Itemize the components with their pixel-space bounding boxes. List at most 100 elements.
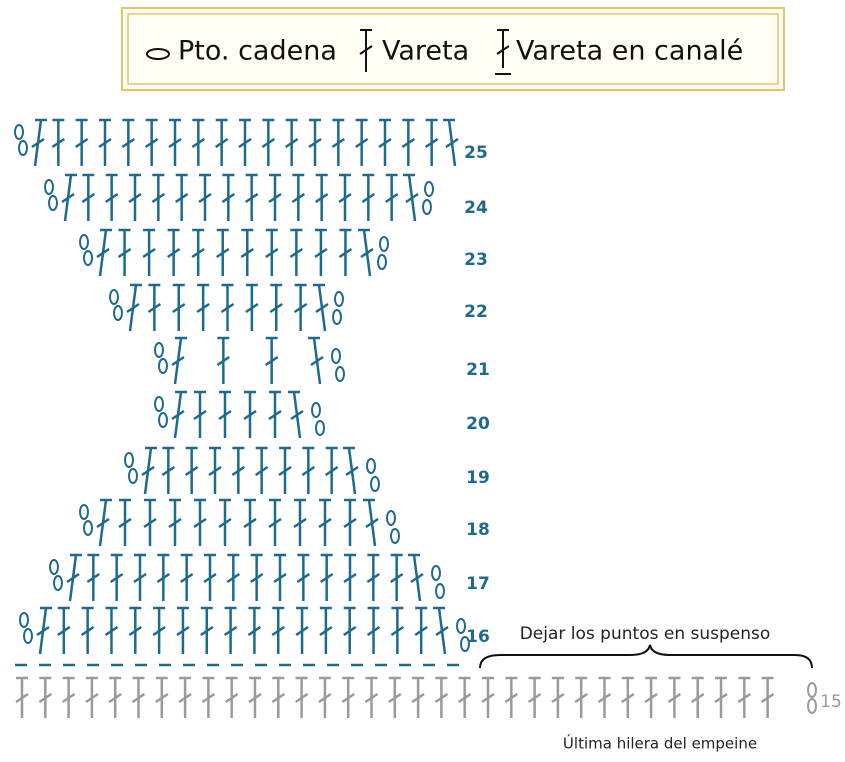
chain (431, 565, 441, 581)
slash (760, 692, 775, 704)
vareta (284, 118, 299, 166)
slash (243, 409, 257, 421)
slash (171, 355, 185, 367)
vareta (760, 676, 775, 718)
vareta (319, 553, 334, 601)
vareta (96, 498, 112, 547)
slash (314, 192, 329, 204)
vareta-symbol (359, 29, 373, 72)
vareta (196, 283, 210, 331)
chain (435, 583, 445, 599)
vareta (341, 676, 355, 718)
vareta (343, 606, 357, 654)
slash (315, 302, 329, 314)
slash (216, 355, 231, 367)
slash (343, 572, 357, 584)
chain (379, 236, 389, 252)
chain (377, 254, 387, 270)
chain (424, 181, 434, 197)
vareta (388, 676, 402, 718)
slash (254, 465, 269, 477)
vareta (249, 553, 264, 601)
slash (289, 247, 304, 259)
row-number: 25 (464, 143, 488, 163)
chain (158, 358, 168, 374)
slash (308, 137, 322, 149)
slash (208, 465, 222, 477)
slash (411, 692, 425, 704)
chain (109, 289, 119, 305)
slash (131, 692, 146, 704)
vareta (179, 553, 194, 601)
chain (83, 520, 93, 536)
chain (48, 195, 58, 211)
vareta (691, 676, 705, 718)
vareta (244, 173, 259, 221)
vareta (338, 228, 353, 276)
slash (273, 572, 287, 584)
vareta (358, 228, 374, 277)
slash (268, 192, 282, 204)
slash (354, 137, 369, 149)
vareta (644, 676, 658, 718)
slash (161, 465, 176, 477)
chain (422, 199, 432, 215)
slash (343, 517, 357, 529)
vareta (80, 606, 95, 654)
slash (295, 625, 309, 637)
vareta (131, 676, 146, 718)
vareta (268, 390, 282, 438)
vareta (324, 446, 339, 494)
vareta (288, 390, 304, 439)
slash (284, 137, 299, 149)
slash (265, 247, 279, 259)
slash (141, 465, 155, 477)
vareta (193, 498, 207, 546)
vareta (343, 446, 359, 495)
vareta (166, 228, 181, 276)
chain (14, 124, 24, 140)
vareta (268, 173, 282, 221)
slash (66, 572, 80, 584)
slash (191, 247, 205, 259)
vareta (245, 283, 259, 331)
chain (23, 628, 33, 644)
slash (96, 517, 110, 529)
vareta (143, 498, 157, 546)
vareta (104, 173, 119, 221)
vareta (714, 676, 728, 718)
slash (290, 409, 304, 421)
vareta (218, 498, 232, 546)
vareta (295, 606, 309, 654)
vareta (319, 606, 333, 654)
slash (218, 517, 232, 529)
vareta (208, 446, 222, 494)
slash (414, 625, 428, 637)
vareta (296, 553, 311, 601)
chain (128, 468, 138, 484)
vareta (293, 283, 308, 331)
slash (301, 465, 316, 477)
legend-item: Vareta en canalé (516, 36, 743, 67)
vareta (85, 676, 99, 718)
vareta (551, 676, 565, 718)
slash (216, 247, 230, 259)
vareta (268, 498, 282, 546)
vareta (51, 118, 66, 166)
slash (318, 517, 332, 529)
vareta (15, 676, 29, 718)
chain (79, 504, 89, 520)
slash (293, 302, 308, 314)
slash (168, 137, 182, 149)
vareta (184, 446, 199, 494)
chain (460, 636, 470, 652)
slash (319, 625, 333, 637)
legend-box-inner (127, 13, 779, 85)
slash (331, 137, 346, 149)
slash (597, 692, 612, 704)
vareta (36, 606, 52, 655)
slash (176, 625, 190, 637)
slash (166, 247, 181, 259)
vareta (331, 118, 346, 166)
